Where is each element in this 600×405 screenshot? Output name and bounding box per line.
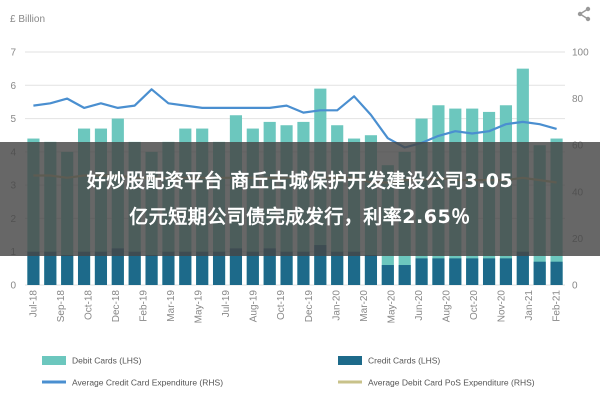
bar-credit-cards [263,248,276,285]
axes-layer: 01234567020406080100Jul-18Sep-18Oct-18De… [10,48,589,324]
x-tick-label: Mar-19 [166,290,177,322]
bar-credit-cards [364,255,378,285]
x-tick-label: Dec-19 [304,290,315,323]
legend: Debit Cards (LHS) Credit Cards (LHS) Avera… [42,356,535,388]
legend-label: Average Credit Card Expenditure (RHS) [72,378,223,388]
bar-credit-cards [415,258,428,285]
x-tick-label: Jul-18 [28,290,39,318]
x-tick-label: Feb-19 [139,290,150,322]
headline-line-1: 好炒股配资平台 商丘古城保护开发建设公司3.05 [86,170,514,192]
y-tick-label-right: 100 [572,48,589,59]
bar-credit-cards [398,265,411,285]
bar-credit-cards [280,251,293,285]
bar-credit-cards [246,251,259,285]
bar-credit-cards [331,251,344,285]
legend-label: Debit Cards (LHS) [72,356,142,366]
bar-credit-cards [145,255,158,285]
bar-credit-cards [550,261,563,285]
x-tick-label: Jun-20 [414,290,425,321]
bar-credit-cards [499,258,513,285]
headline-banner[interactable]: 好炒股配资平台 商丘古城保护开发建设公司3.05 亿元短期公司债完成发行，利率2… [0,142,600,256]
legend-label: Average Debit Card PoS Expenditure (RHS) [368,378,535,388]
x-tick-label: Aug-20 [441,290,452,323]
legend-swatch [338,356,362,365]
bar-credit-cards [466,258,479,285]
y-tick-label-right: 0 [572,281,578,292]
bar-credit-cards [516,251,529,285]
bar-credit-cards [212,251,226,285]
x-tick-label: Nov-20 [496,290,507,323]
x-tick-label: Oct-18 [84,290,95,320]
legend-label: Credit Cards (LHS) [368,356,440,366]
x-tick-label: Aug-19 [249,290,260,323]
x-tick-label: Oct-20 [469,290,480,320]
x-tick-label: Feb-21 [552,290,563,322]
bar-credit-cards [44,251,57,285]
y-axis-label-left: £ Billion [10,14,45,25]
x-tick-label: May-20 [386,290,397,324]
legend-swatch [42,356,66,365]
x-tick-label: May-19 [194,290,205,324]
bar-credit-cards [179,251,192,285]
bar-credit-cards [162,251,175,285]
line-avg-credit-card-expenditure [33,88,557,149]
share-icon[interactable] [576,6,592,27]
bar-credit-cards [61,255,74,285]
bar-credit-cards [432,258,445,285]
bar-credit-cards [381,265,394,285]
bar-credit-cards [111,248,124,285]
headline-line-2: 亿元短期公司债完成发行，利率2.65％ [129,206,471,228]
bar-credit-cards [297,251,310,285]
x-tick-label: Jan-21 [524,290,535,321]
x-tick-label: Jan-20 [331,290,342,321]
bar-credit-cards [449,258,462,285]
x-tick-label: Oct-19 [276,290,287,320]
y-tick-label-left: 7 [10,48,16,59]
bar-credit-cards [196,251,209,285]
bar-credit-cards [27,251,40,285]
y-tick-label-right: 80 [572,94,584,105]
bar-credit-cards [482,258,496,285]
bar-credit-cards [94,251,108,285]
bar-credit-cards [533,261,546,285]
bar-credit-cards [128,251,141,285]
bar-credit-cards [229,248,243,285]
bar-credit-cards [77,251,91,285]
x-tick-label: Dec-18 [111,290,122,323]
x-tick-label: Sep-18 [56,290,67,323]
x-tick-label: Mar-20 [359,290,370,322]
bar-credit-cards [347,251,361,285]
y-tick-label-left: 0 [10,281,16,292]
y-tick-label-left: 5 [10,114,16,125]
y-tick-label-left: 6 [10,81,16,92]
x-tick-label: Jul-19 [221,290,232,318]
